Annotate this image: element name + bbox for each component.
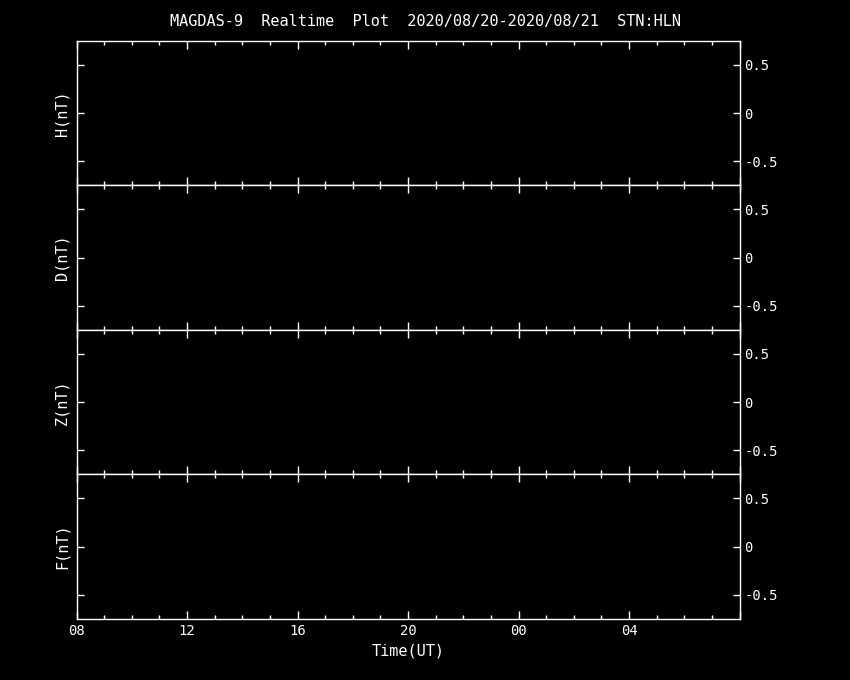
Y-axis label: D(nT): D(nT) (54, 235, 70, 280)
Y-axis label: F(nT): F(nT) (54, 524, 70, 569)
Y-axis label: H(nT): H(nT) (54, 90, 70, 136)
X-axis label: Time(UT): Time(UT) (371, 643, 445, 658)
Text: MAGDAS-9  Realtime  Plot  2020/08/20-2020/08/21  STN:HLN: MAGDAS-9 Realtime Plot 2020/08/20-2020/0… (169, 14, 681, 29)
Y-axis label: Z(nT): Z(nT) (54, 379, 70, 425)
